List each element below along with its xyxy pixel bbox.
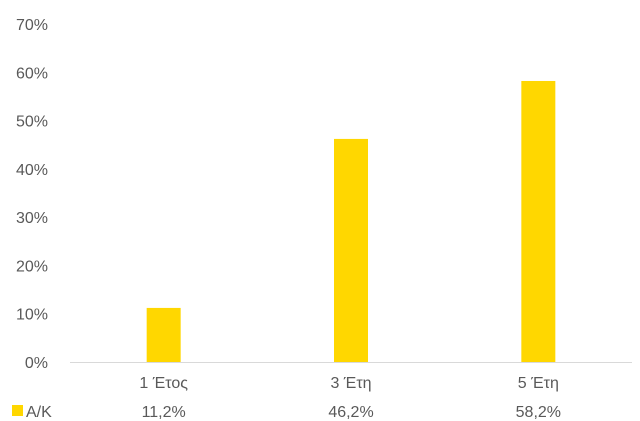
bar — [334, 138, 368, 362]
data-table-value: 46,2% — [328, 404, 373, 421]
y-tick-label: 30% — [16, 210, 48, 227]
data-table-value: 11,2% — [142, 404, 186, 421]
y-tick-label: 60% — [16, 65, 48, 82]
legend-label: Α/Κ — [26, 404, 52, 421]
y-tick-label: 0% — [25, 355, 48, 372]
y-tick-label: 50% — [16, 114, 48, 131]
x-tick-label: 5 Έτη — [518, 375, 559, 392]
x-tick-label: 1 Έτος — [139, 375, 188, 392]
bars — [146, 80, 556, 362]
y-tick-label: 10% — [16, 307, 48, 324]
bar — [521, 80, 556, 362]
y-tick-label: 20% — [16, 258, 48, 275]
y-tick-label: 70% — [16, 17, 48, 34]
bar — [146, 307, 181, 362]
table-values: 11,2% 46,2% 58,2% — [142, 404, 561, 421]
category-labels: 1 Έτος 3 Έτη 5 Έτη — [139, 375, 559, 392]
data-table: Α/Κ 11,2% 46,2% 58,2% — [12, 404, 561, 421]
x-tick-label: 3 Έτη — [330, 375, 371, 392]
legend-swatch-icon — [12, 405, 23, 416]
data-table-value: 58,2% — [516, 404, 561, 421]
y-tick-label: 40% — [16, 162, 48, 179]
y-axis: 0% 10% 20% 30% 40% 50% 60% 70% — [16, 17, 48, 372]
